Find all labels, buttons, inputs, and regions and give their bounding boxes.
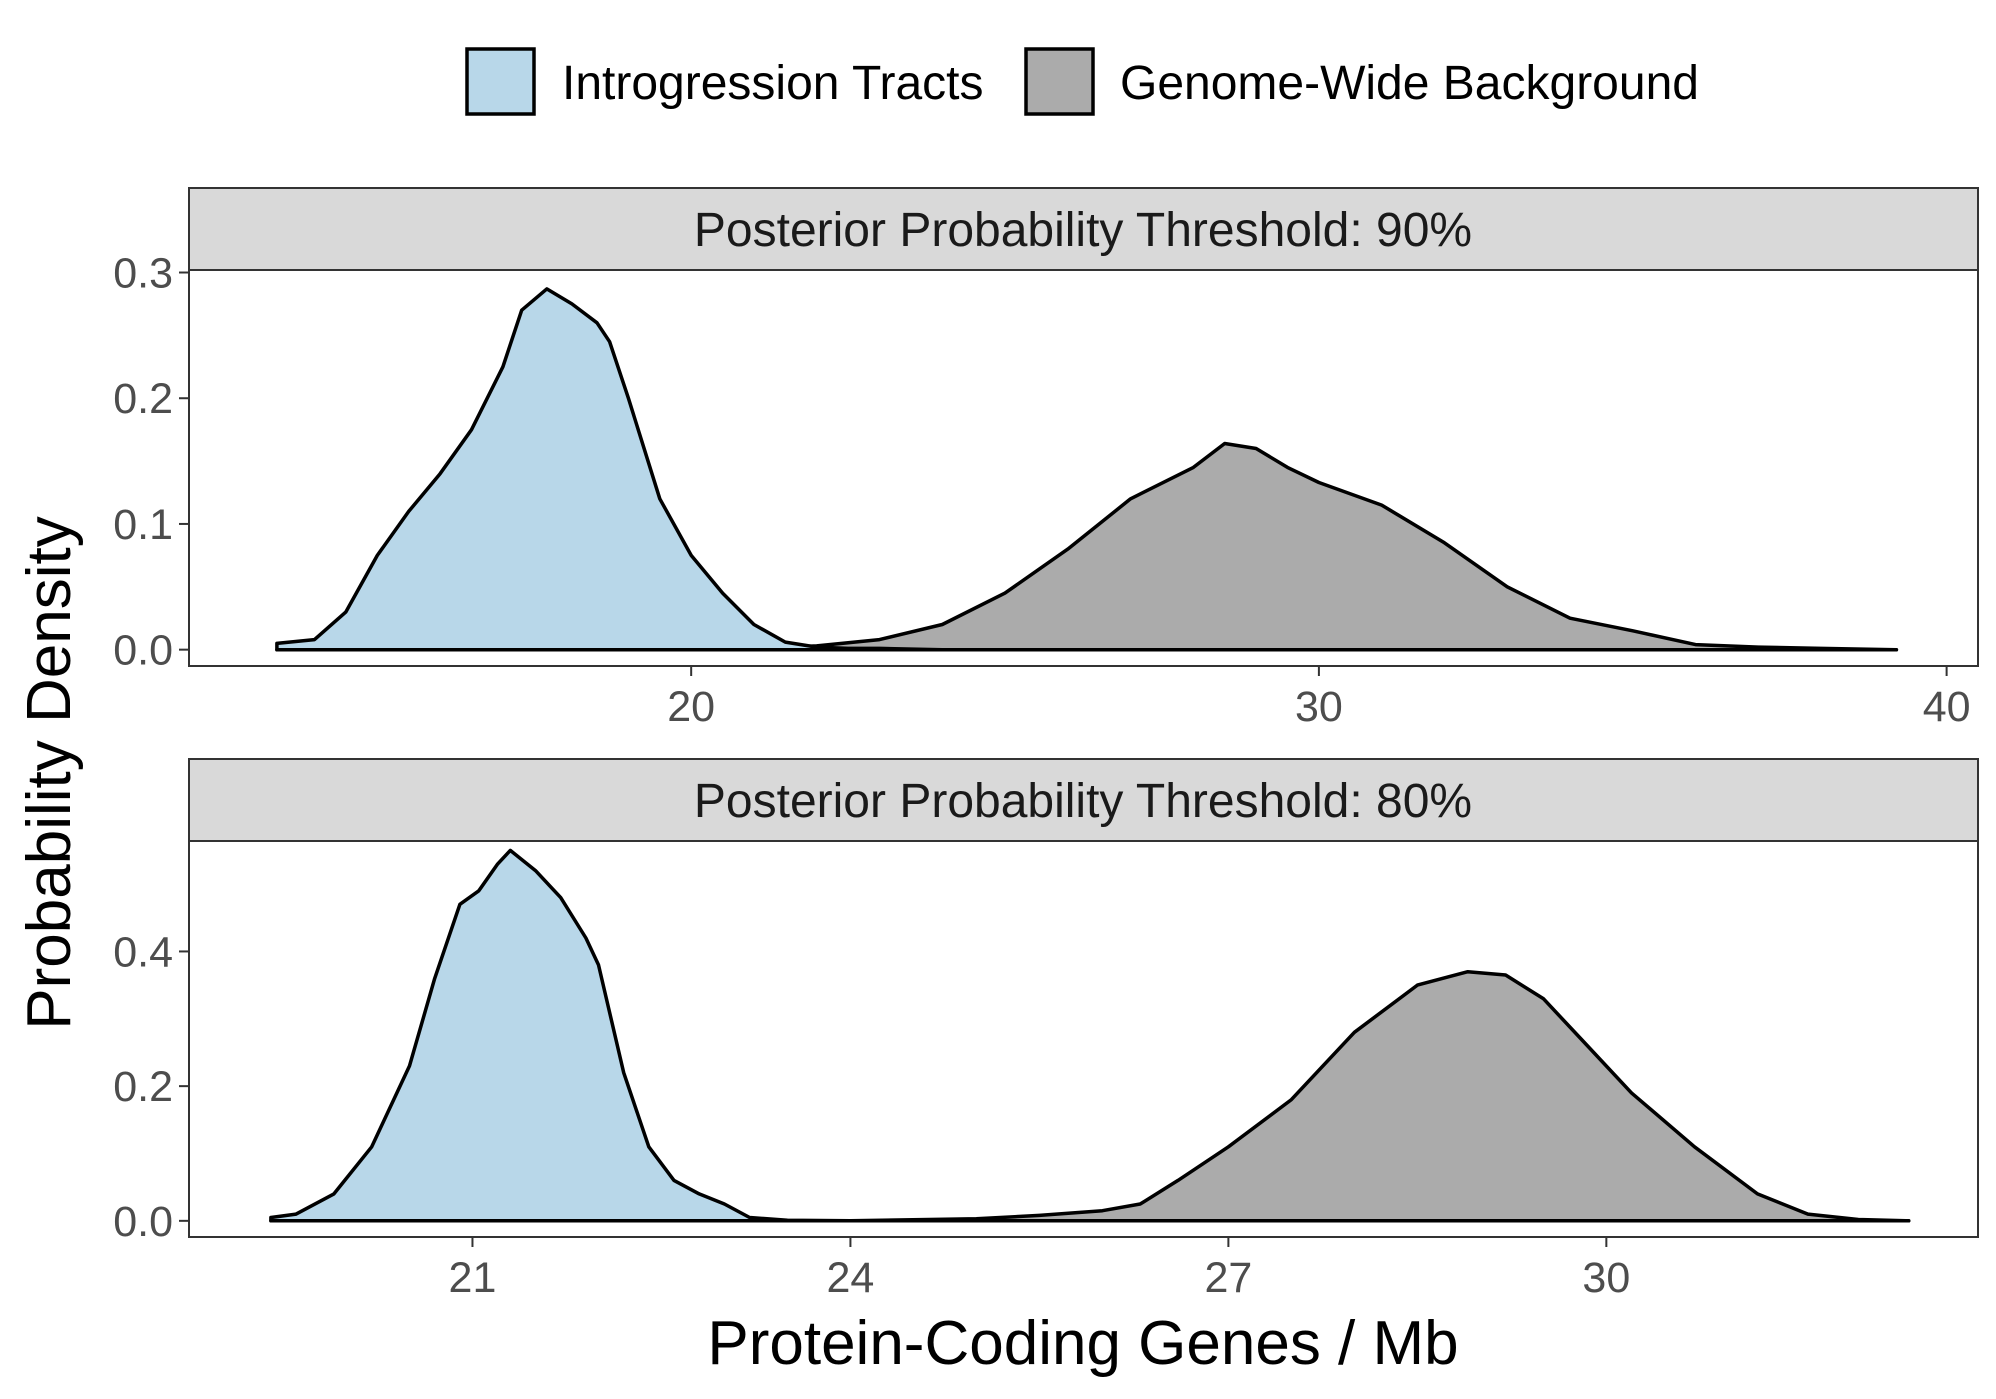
density-area-introgression [275,287,1899,652]
x-tick-label: 24 [827,1254,875,1302]
panel-2-strip-title: Posterior Probability Threshold: 80% [694,775,1472,828]
panel-1-strip [188,187,1979,271]
x-tick-label: 30 [1582,1254,1630,1302]
x-tick-label: 27 [1204,1254,1252,1302]
y-tick-label: 0.3 [113,250,173,298]
panel-threshold-80: Posterior Probability Threshold: 80% 0.0… [113,758,1979,1302]
legend-key-background [1024,47,1095,116]
y-tick-label: 0.0 [113,1198,173,1246]
y-tick-label: 0.1 [113,501,173,549]
y-tick-label: 0.2 [113,375,173,423]
legend-key-introgression [465,47,536,116]
panel-2-y-axis: 0.0 0.2 0.4 [113,928,189,1246]
legend: Introgression Tracts Genome-Wide Backgro… [465,47,1699,116]
panel-1-y-axis: 0.0 0.1 0.2 0.3 [113,250,189,675]
x-tick-label: 21 [449,1254,497,1302]
panel-1-x-axis: 20 30 40 [667,666,1971,731]
panel-1-strip-title: Posterior Probability Threshold: 90% [694,204,1472,257]
y-axis-title: Probability Density [15,516,84,1029]
panel-2-density-areas [269,848,1911,1223]
legend-label-introgression: Introgression Tracts [562,57,984,110]
legend-label-background: Genome-Wide Background [1120,57,1699,110]
x-tick-label: 30 [1295,683,1343,731]
y-tick-label: 0.0 [113,627,173,675]
density-area-introgression [269,848,1911,1223]
panel-threshold-90: Posterior Probability Threshold: 90% 0.0… [113,187,1979,731]
y-tick-label: 0.2 [113,1063,173,1111]
x-axis-title: Protein-Coding Genes / Mb [707,1309,1458,1378]
panel-2-x-axis: 21 24 27 30 [449,1237,1630,1302]
x-tick-label: 20 [667,683,715,731]
y-tick-label: 0.4 [113,928,173,976]
x-tick-label: 40 [1923,683,1971,731]
panel-1-density-areas [275,287,1899,652]
density-area-background [269,969,1911,1223]
